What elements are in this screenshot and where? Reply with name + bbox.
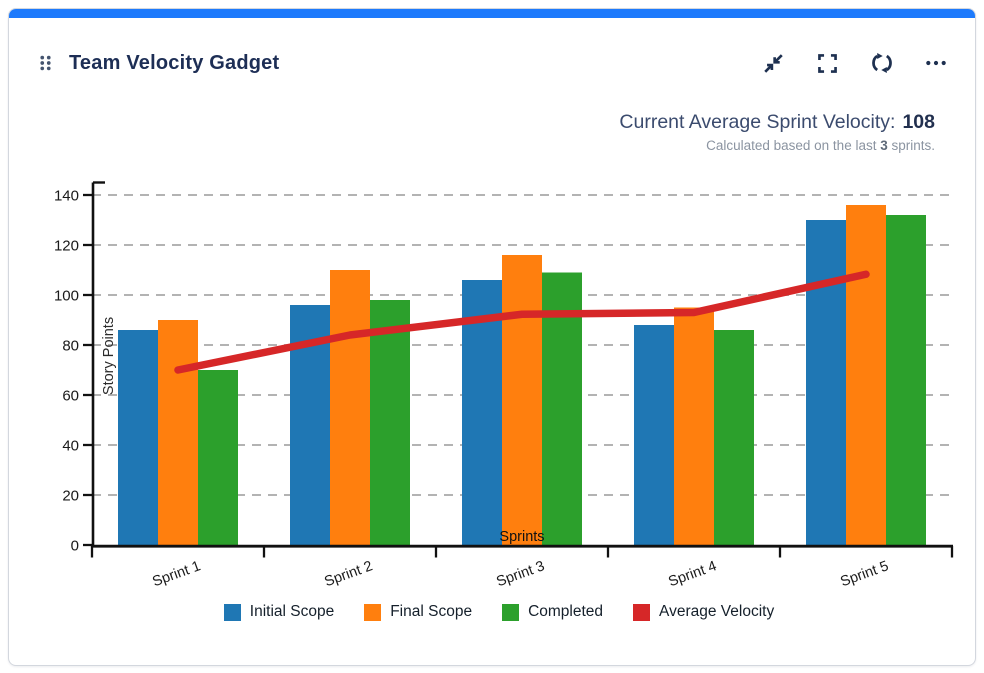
legend-swatch-initial-scope (223, 603, 241, 621)
stat-value: 108 (902, 111, 935, 133)
stat-subtitle: Calculated based on the last 3 sprints. (619, 138, 935, 153)
minimize-icon (762, 52, 785, 75)
legend-item-final-scope[interactable]: Final Scope (364, 603, 472, 621)
stat-subtitle-count: 3 (880, 138, 888, 153)
ellipsis-icon (925, 52, 947, 74)
legend-label: Final Scope (390, 603, 473, 620)
legend-item-completed[interactable]: Completed (502, 603, 603, 621)
gadget-title: Team Velocity Gadget (69, 51, 280, 74)
legend-swatch-average-velocity (633, 603, 651, 621)
fullscreen-button[interactable] (814, 50, 841, 77)
legend-label: Completed (528, 603, 604, 620)
legend-swatch-completed (502, 603, 520, 621)
refresh-button[interactable] (868, 49, 896, 77)
legend-item-initial-scope[interactable]: Initial Scope (223, 603, 335, 621)
average-velocity-stat: Current Average Sprint Velocity: 108 Calc… (619, 111, 935, 153)
legend-swatch-final-scope (364, 603, 382, 621)
card-accent-strip (9, 9, 975, 18)
drag-handle-icon[interactable] (39, 54, 53, 72)
legend-label: Average Velocity (659, 603, 775, 620)
minimize-button[interactable] (760, 50, 787, 77)
more-button[interactable] (923, 50, 949, 76)
stat-label: Current Average Sprint Velocity: (619, 111, 896, 133)
gadget-header: Team Velocity Gadget (39, 45, 949, 81)
gadget-toolbar (760, 49, 949, 77)
stat-subtitle-prefix: Calculated based on the last (706, 138, 881, 153)
chart-legend: Initial Scope Final Scope Completed Average… (0, 603, 984, 621)
stat-subtitle-suffix: sprints. (887, 138, 935, 153)
legend-label: Initial Scope (249, 603, 335, 620)
fullscreen-icon (816, 52, 839, 75)
refresh-icon (870, 51, 894, 75)
velocity-gadget-card: Team Velocity Gadget (8, 8, 976, 666)
legend-item-average-velocity[interactable]: Average Velocity (633, 603, 774, 621)
